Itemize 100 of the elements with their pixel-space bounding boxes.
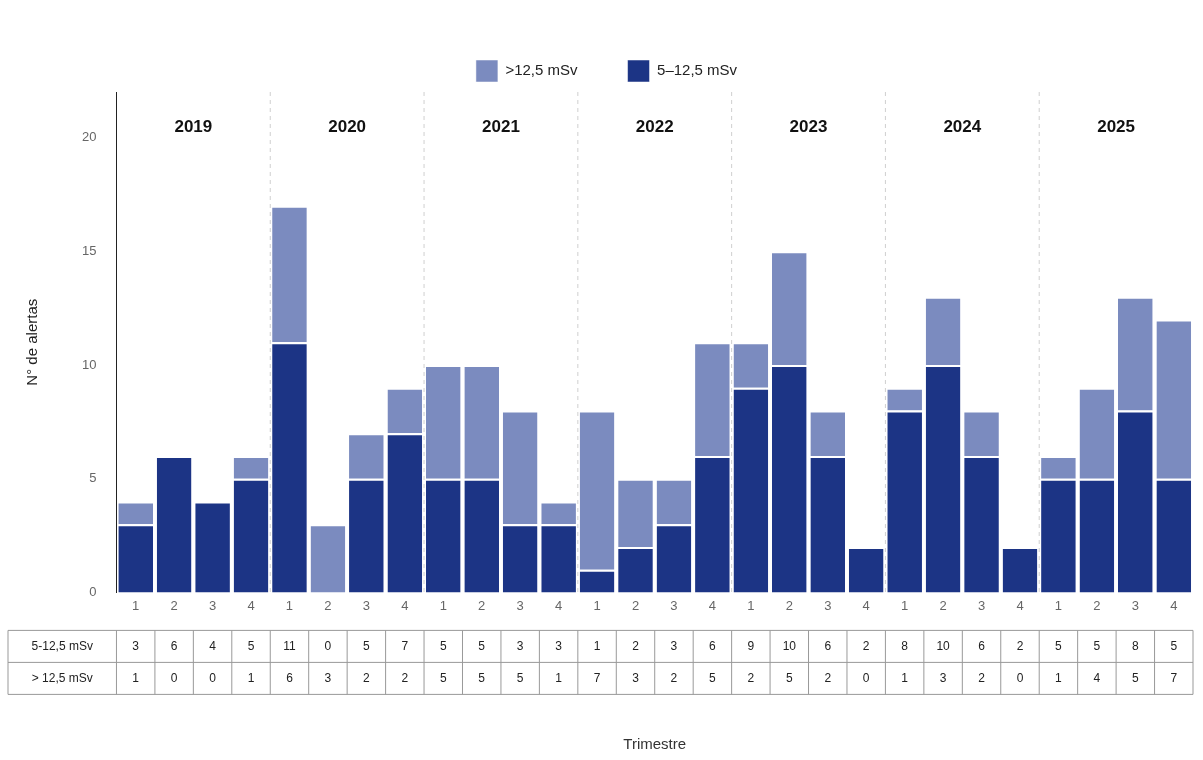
y-axis-title: N° de alertas [23, 298, 41, 386]
x-tick-label: 2 [785, 597, 793, 613]
x-tick-label: 1 [132, 597, 140, 613]
x-tick-label: 3 [670, 597, 678, 613]
x-tick-label: 1 [593, 597, 601, 613]
data-label: 1 [555, 670, 563, 685]
data-label: 5 [1055, 638, 1063, 653]
text: Trimestre [623, 734, 687, 752]
x-tick-label: 1 [1054, 597, 1063, 613]
x-tick-label: 1 [901, 597, 909, 613]
legend-label: >12,5 mSv [505, 61, 579, 79]
data-label: 6 [978, 638, 986, 653]
data-label: 5 [709, 670, 717, 685]
data-label: 10 [782, 638, 797, 653]
x-tick-label: 3 [977, 597, 986, 613]
y-tick-label: 20 [81, 129, 97, 145]
data-label: 2 [862, 638, 870, 653]
annotation: 2019 [174, 116, 213, 136]
data-label: 3 [632, 670, 640, 685]
x-tick-label: 2 [631, 597, 640, 613]
x-tick-label: 2 [1093, 597, 1101, 613]
x-tick-label: 3 [362, 597, 370, 613]
data-label: 8 [1131, 638, 1139, 653]
data-label: 6 [709, 638, 717, 653]
x-tick-label: 4 [862, 597, 870, 613]
data-label: 6 [824, 638, 832, 653]
x-tick-label: 2 [170, 597, 178, 613]
x-tick-label: 4 [1016, 597, 1024, 613]
data-label: 6 [170, 638, 178, 653]
data-label: 7 [1170, 670, 1178, 685]
annotation: 2020 [328, 116, 367, 136]
x-tick-label: 4 [401, 597, 409, 613]
data-label: 7 [401, 638, 409, 653]
x-tick-label: 2 [939, 597, 947, 613]
x-tick-label: 2 [324, 597, 332, 613]
data-label: 4 [209, 638, 217, 653]
annotation: 2023 [789, 116, 828, 136]
data-label: 2 [670, 670, 678, 685]
x-tick-label: 3 [1131, 597, 1139, 613]
annotation: 2021 [482, 116, 520, 136]
data-label: 3 [324, 670, 332, 685]
x-tick-label: 1 [439, 597, 447, 613]
y-tick-label: 0 [89, 583, 97, 599]
text: 5-12,5 mSv [31, 638, 93, 653]
data-label: 1 [247, 670, 255, 685]
data-label: 5 [478, 670, 486, 685]
data-label: 0 [209, 670, 217, 685]
data-label: 5 [363, 638, 371, 653]
y-tick-label: 15 [81, 242, 97, 258]
data-label: 0 [324, 638, 332, 653]
data-label: 5 [516, 670, 524, 685]
data-label: 7 [593, 670, 601, 685]
annotation: 2025 [1097, 116, 1136, 136]
data-label: 3 [516, 638, 524, 653]
data-label: 4 [1093, 670, 1101, 685]
data-label: 2 [363, 670, 371, 685]
data-label: 1 [593, 638, 601, 653]
data-label: 2 [824, 670, 832, 685]
data-label: 5 [439, 638, 447, 653]
x-tick-label: 3 [516, 597, 524, 613]
x-tick-label: 4 [247, 597, 255, 613]
data-label: 3 [555, 638, 563, 653]
data-label: 2 [401, 670, 409, 685]
data-label: 2 [747, 670, 755, 685]
x-tick-label: 4 [554, 597, 563, 613]
data-label: 0 [170, 670, 178, 685]
annotation: 2024 [943, 116, 982, 136]
data-label: 0 [1016, 670, 1024, 685]
x-tick-label: 3 [208, 597, 217, 613]
data-label: 8 [901, 638, 909, 653]
y-tick-label: 5 [89, 470, 97, 486]
x-tick-label: 1 [285, 597, 294, 613]
data-label: 6 [286, 670, 294, 685]
legend-label: 5–12,5 mSv [657, 61, 738, 79]
data-label: 2 [1016, 638, 1024, 653]
text: > 12,5 mSv [31, 670, 93, 685]
x-tick-label: 4 [708, 597, 717, 613]
data-label: 1 [901, 670, 909, 685]
data-label: 11 [283, 638, 297, 653]
y-tick-label: 10 [81, 356, 97, 372]
data-label: 5 [785, 670, 793, 685]
data-label: 5 [1170, 638, 1178, 653]
data-label: 3 [939, 670, 947, 685]
x-tick-label: 2 [478, 597, 486, 613]
data-label: 2 [978, 670, 986, 685]
data-label: 2 [632, 638, 640, 653]
x-tick-label: 3 [824, 597, 832, 613]
x-tick-label: 4 [1170, 597, 1178, 613]
data-label: 1 [132, 670, 140, 685]
x-tick-label: 1 [747, 597, 755, 613]
data-label: 5 [439, 670, 447, 685]
data-label: 3 [132, 638, 140, 653]
data-label: 5 [478, 638, 486, 653]
data-label: 0 [862, 670, 870, 685]
data-label: 10 [936, 638, 951, 653]
annotation: 2022 [635, 116, 674, 136]
data-label: 9 [747, 638, 755, 653]
data-label: 1 [1055, 670, 1063, 685]
data-label: 5 [1131, 670, 1139, 685]
data-label: 5 [1093, 638, 1101, 653]
